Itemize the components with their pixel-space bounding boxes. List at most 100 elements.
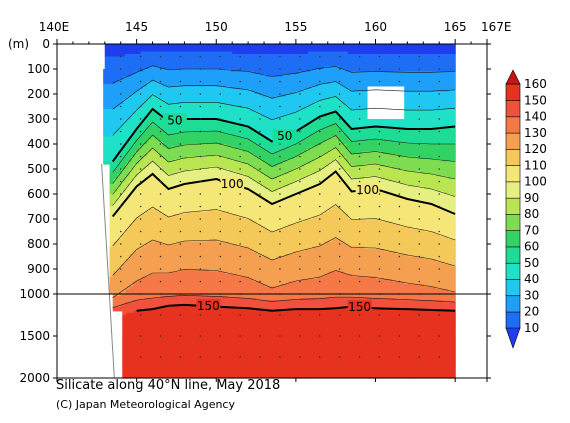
- field-cell: [326, 144, 331, 148]
- field-cell: [132, 66, 138, 70]
- field-cell: [135, 131, 140, 135]
- field-cell: [176, 59, 182, 63]
- field-cell: [387, 49, 393, 53]
- field-cell: [186, 134, 192, 138]
- field-cell: [254, 161, 260, 165]
- field-cell: [222, 84, 228, 88]
- field-cell: [318, 154, 323, 158]
- field-cell: [256, 56, 261, 60]
- field-cell: [413, 109, 419, 113]
- field-cell: [182, 129, 188, 133]
- field-cell: [413, 111, 419, 115]
- field-cell: [401, 141, 407, 145]
- field-cell: [385, 161, 391, 165]
- field-cell: [361, 134, 367, 138]
- field-cell: [127, 104, 132, 108]
- field-cell: [256, 44, 261, 48]
- field-cell: [318, 146, 323, 150]
- field-cell: [194, 99, 200, 103]
- field-cell: [441, 74, 447, 78]
- field-cell: [331, 64, 337, 68]
- field-cell: [258, 84, 264, 88]
- field-cell: [307, 56, 313, 60]
- field-cell: [334, 141, 339, 145]
- field-cell: [318, 101, 323, 105]
- field-cell: [330, 96, 335, 100]
- field-cell: [413, 146, 419, 150]
- field-cell: [350, 156, 355, 160]
- field-cell: [437, 84, 443, 88]
- field-cell: [228, 51, 233, 55]
- field-cell: [314, 79, 319, 83]
- field-cell: [431, 66, 436, 70]
- field-cell: [190, 101, 196, 105]
- field-cell: [393, 149, 399, 153]
- field-cell: [302, 76, 307, 80]
- field-cell: [143, 99, 148, 103]
- field-cell: [246, 69, 252, 73]
- field-cell: [377, 74, 383, 78]
- field-cell: [303, 56, 309, 60]
- field-cell: [146, 99, 152, 103]
- field-cell: [306, 136, 311, 140]
- field-cell: [346, 81, 351, 85]
- field-cell: [206, 136, 212, 140]
- field-cell: [423, 64, 428, 68]
- field-cell: [176, 44, 182, 48]
- field-cell: [256, 54, 261, 58]
- field-cell: [433, 151, 439, 155]
- field-cell: [266, 111, 272, 115]
- field-cell: [307, 51, 313, 55]
- field-cell: [350, 124, 355, 128]
- field-cell: [310, 114, 315, 118]
- field-cell: [283, 49, 289, 53]
- field-cell: [387, 64, 393, 68]
- field-cell: [136, 61, 142, 65]
- field-cell: [248, 61, 253, 65]
- field-cell: [403, 51, 408, 55]
- field-cell: [350, 109, 355, 113]
- field-cell: [119, 121, 124, 125]
- field-cell: [413, 79, 419, 83]
- field-cell: [365, 76, 371, 80]
- field-cell: [168, 54, 174, 58]
- field-cell: [318, 69, 323, 73]
- field-cell: [246, 154, 252, 158]
- field-cell: [399, 61, 404, 65]
- field-cell: [154, 151, 160, 155]
- field-cell: [119, 96, 124, 100]
- field-cell: [342, 104, 347, 108]
- field-cell: [139, 89, 144, 93]
- field-cell: [449, 84, 455, 88]
- field-cell: [206, 119, 212, 123]
- field-cell: [409, 154, 415, 158]
- field-cell: [307, 46, 313, 50]
- field-cell: [338, 149, 343, 153]
- field-cell: [218, 146, 224, 150]
- field-cell: [128, 54, 134, 58]
- field-cell: [158, 146, 164, 150]
- field-cell: [417, 86, 423, 90]
- field-cell: [381, 129, 387, 133]
- field-cell: [234, 109, 240, 113]
- field-cell: [409, 74, 415, 78]
- field-cell: [262, 96, 268, 100]
- field-cell: [250, 111, 256, 115]
- field-cell: [250, 144, 256, 148]
- field-cell: [409, 89, 415, 93]
- field-cell: [354, 159, 359, 163]
- field-cell: [226, 149, 232, 153]
- field-cell: [405, 84, 411, 88]
- field-cell: [397, 124, 403, 128]
- field-cell: [429, 159, 435, 163]
- field-cell: [154, 109, 160, 113]
- field-cell: [298, 151, 303, 155]
- field-cell: [399, 46, 404, 50]
- field-cell: [240, 64, 245, 68]
- field-cell: [307, 59, 313, 63]
- field-cell: [318, 116, 323, 120]
- field-cell: [143, 151, 148, 155]
- field-cell: [156, 44, 162, 48]
- field-cell: [238, 116, 244, 120]
- field-cell: [322, 156, 327, 160]
